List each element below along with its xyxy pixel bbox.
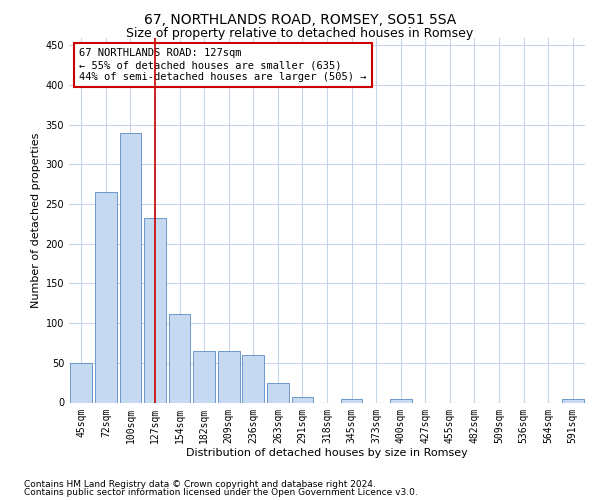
Text: 67, NORTHLANDS ROAD, ROMSEY, SO51 5SA: 67, NORTHLANDS ROAD, ROMSEY, SO51 5SA — [144, 12, 456, 26]
Bar — [95, 192, 116, 402]
Text: 67 NORTHLANDS ROAD: 127sqm
← 55% of detached houses are smaller (635)
44% of sem: 67 NORTHLANDS ROAD: 127sqm ← 55% of deta… — [79, 48, 367, 82]
Bar — [341, 398, 362, 402]
Bar — [169, 314, 190, 402]
Y-axis label: Number of detached properties: Number of detached properties — [31, 132, 41, 308]
Bar — [218, 351, 239, 403]
Bar — [562, 400, 584, 402]
Text: Contains public sector information licensed under the Open Government Licence v3: Contains public sector information licen… — [24, 488, 418, 497]
Bar — [267, 384, 289, 402]
Bar — [144, 218, 166, 402]
Bar — [70, 363, 92, 403]
Bar — [119, 132, 141, 402]
Bar — [242, 355, 264, 403]
Text: Size of property relative to detached houses in Romsey: Size of property relative to detached ho… — [127, 28, 473, 40]
Bar — [390, 400, 412, 402]
X-axis label: Distribution of detached houses by size in Romsey: Distribution of detached houses by size … — [186, 448, 468, 458]
Text: Contains HM Land Registry data © Crown copyright and database right 2024.: Contains HM Land Registry data © Crown c… — [24, 480, 376, 489]
Bar — [292, 397, 313, 402]
Bar — [193, 351, 215, 403]
